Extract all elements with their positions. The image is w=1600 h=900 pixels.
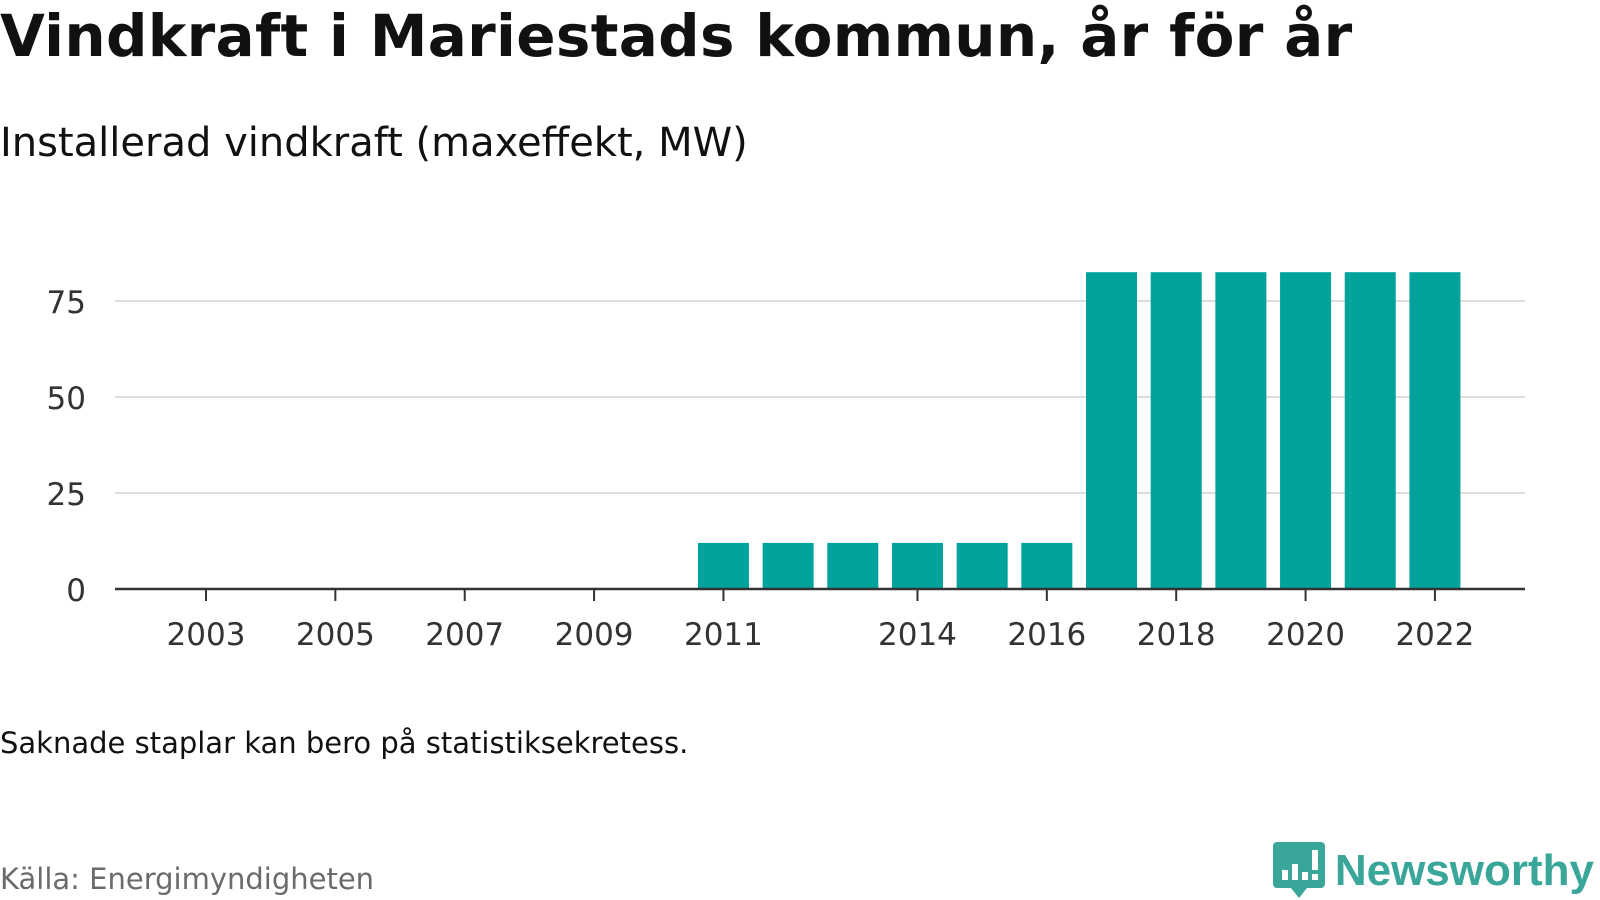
source-credit: Källa: Energimyndigheten [0, 862, 375, 896]
x-tick-label-2018: 2018 [1137, 617, 1216, 653]
y-tick-label-50: 50 [47, 381, 86, 417]
x-tick-label-2009: 2009 [555, 617, 634, 653]
y-tick-label-75: 75 [47, 285, 86, 321]
y-axis-ticks: 0 25 50 75 [47, 285, 86, 609]
chart-title: Vindkraft i Mariestads kommun, år för år [0, 2, 1353, 70]
bar-2017 [1086, 272, 1138, 589]
bar-chart: 0 25 50 75 2003 2005 2007 2009 2011 2014 2016 2018… [47, 272, 1525, 653]
brand-name: Newsworthy [1334, 846, 1594, 895]
bar-2012 [762, 542, 814, 589]
x-tick-label-2020: 2020 [1266, 617, 1345, 653]
x-tick-label-2003: 2003 [167, 617, 246, 653]
y-tick-label-0: 0 [66, 573, 86, 609]
bar-2016 [1021, 542, 1073, 589]
bar-2020 [1280, 272, 1332, 589]
x-tick-label-2011: 2011 [684, 617, 763, 653]
brand-logo-group[interactable]: Newsworthy [1272, 842, 1594, 900]
y-tick-label-25: 25 [47, 477, 86, 513]
chart-subtitle: Installerad vindkraft (maxeffekt, MW) [0, 120, 748, 166]
x-tick-label-2014: 2014 [878, 617, 957, 653]
bar-2015 [956, 542, 1008, 589]
x-tick-label-2007: 2007 [425, 617, 504, 653]
bar-2021 [1344, 272, 1396, 589]
x-tick-label-2016: 2016 [1007, 617, 1086, 653]
footnote: Saknade staplar kan bero på statistiksek… [0, 726, 689, 760]
bar-2014 [891, 542, 943, 589]
x-tick-label-2022: 2022 [1395, 617, 1474, 653]
x-axis-ticks: 2003 2005 2007 2009 2011 2014 2016 2018 2020 2022 [167, 589, 1474, 653]
bar-2011 [697, 542, 749, 589]
bar-2018 [1150, 272, 1202, 589]
bar-chart-speech-icon [1272, 842, 1325, 898]
bar-2013 [827, 542, 879, 589]
bars [697, 272, 1461, 589]
x-tick-label-2005: 2005 [296, 617, 375, 653]
bar-2019 [1215, 272, 1267, 589]
bar-2022 [1409, 272, 1461, 589]
